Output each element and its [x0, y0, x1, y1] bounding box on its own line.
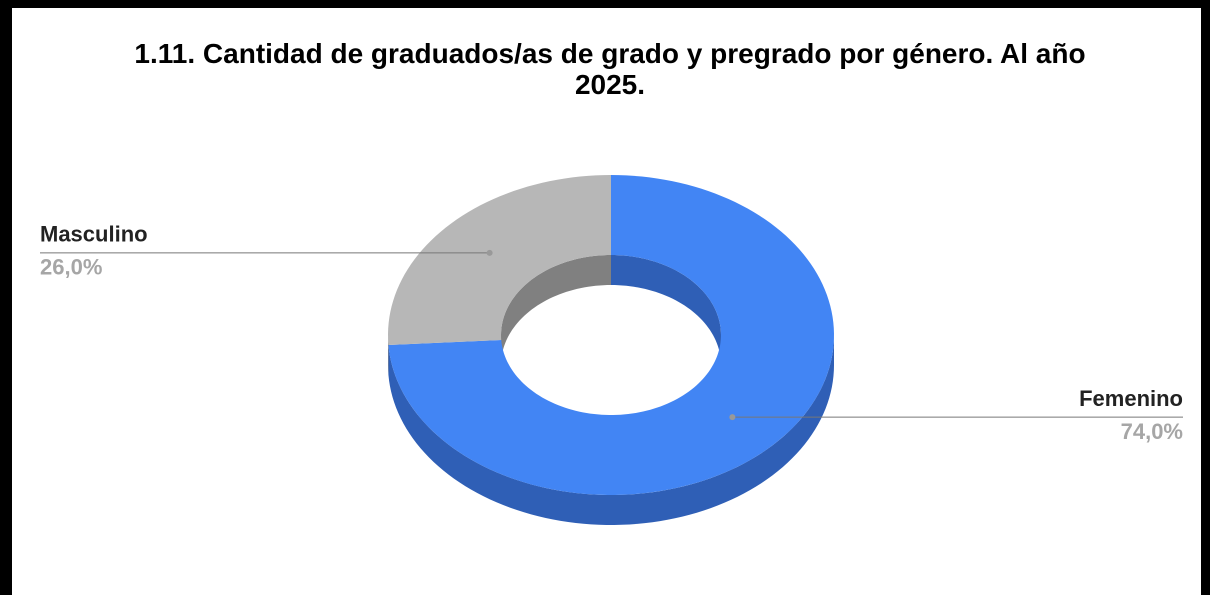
slice-label: Masculino [40, 222, 148, 247]
title-box: 1.11. Cantidad de graduados/as de grado … [134, 38, 1086, 100]
slice-value: 74,0% [1121, 419, 1183, 444]
leader-dot [729, 414, 736, 421]
donut-slice [388, 175, 611, 346]
inner-wall [501, 255, 611, 365]
chart-title: 1.11. Cantidad de graduados/as de grado … [134, 38, 1086, 100]
frame-left [0, 0, 12, 595]
frame-right [1201, 0, 1210, 595]
frame-top [0, 0, 1210, 8]
inner-wall [611, 255, 721, 365]
slice-label: Femenino [1079, 386, 1183, 411]
leader-dot [486, 249, 493, 256]
donut-slice [388, 175, 834, 495]
slice-value: 26,0% [40, 255, 102, 280]
outer-wall [388, 335, 834, 525]
